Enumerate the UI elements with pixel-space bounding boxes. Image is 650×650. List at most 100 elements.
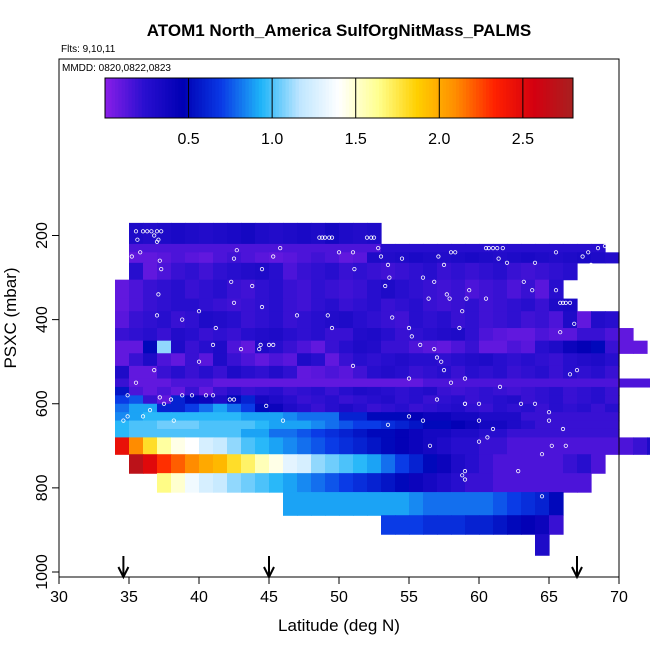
heatmap-cell: [465, 243, 480, 253]
heatmap-cell: [563, 262, 578, 281]
track-point: [462, 376, 468, 381]
heatmap-cell: [493, 395, 508, 405]
heatmap-cell: [367, 437, 382, 455]
heatmap-cell: [297, 386, 312, 396]
heatmap-cell: [157, 243, 172, 253]
colorbar-segment: [328, 78, 333, 118]
colorbar-segment: [252, 78, 256, 118]
track-point: [231, 256, 237, 261]
heatmap-cell: [115, 340, 130, 354]
heatmap-cell: [283, 365, 298, 380]
track-point: [157, 395, 162, 400]
heatmap-cell: [157, 298, 172, 312]
colorbar-segment: [359, 78, 363, 118]
heatmap-cell: [297, 454, 312, 474]
heatmap-cell: [577, 311, 592, 329]
heatmap-cell: [507, 428, 522, 438]
track-point: [558, 300, 563, 305]
heatmap-cell: [157, 473, 172, 493]
colorbar-segment: [442, 78, 447, 118]
track-point: [420, 275, 426, 280]
colorbar-segment: [369, 78, 373, 118]
heatmap-cell: [409, 492, 424, 516]
heatmap-cell: [591, 420, 606, 430]
track-point: [434, 355, 440, 360]
track-point: [521, 279, 526, 284]
heatmap-cell: [577, 328, 592, 342]
track-point: [490, 246, 496, 251]
heatmap-cell: [199, 222, 214, 245]
heatmap-cell: [437, 279, 452, 300]
heatmap-cell: [143, 420, 158, 430]
heatmap-cell: [353, 412, 368, 422]
colorbar-segment: [215, 78, 220, 118]
heatmap-cell: [213, 454, 228, 474]
heatmap-cell: [577, 412, 592, 422]
heatmap-cell: [255, 222, 270, 245]
heatmap-cell: [241, 252, 256, 264]
colorbar-segment: [125, 78, 129, 118]
heatmap-cell: [339, 262, 354, 281]
colorbar-segment: [342, 78, 347, 118]
heatmap-cell: [605, 365, 620, 380]
heatmap-cell: [325, 395, 340, 405]
heatmap-cell: [199, 311, 214, 329]
colorbar-segment: [105, 78, 109, 118]
track-point: [203, 393, 209, 398]
heatmap-cell: [129, 222, 144, 245]
colorbar-segment: [168, 78, 173, 118]
heatmap-cell: [409, 365, 424, 380]
heatmap-cell: [451, 428, 466, 438]
heatmap-cell: [563, 412, 578, 422]
heatmap-cell: [409, 243, 424, 253]
colorbar-segment: [532, 78, 537, 118]
heatmap-cell: [283, 386, 298, 396]
colorbar-segment: [285, 78, 290, 118]
heatmap-cell: [171, 473, 186, 493]
heatmap-cell: [605, 328, 620, 342]
heatmap-cell: [479, 454, 494, 474]
heatmap-cell: [381, 243, 396, 253]
heatmap-cell: [605, 428, 620, 438]
heatmap-cell: [185, 340, 200, 354]
heatmap-cell: [493, 365, 508, 380]
heatmap-cell: [563, 378, 578, 388]
track-point: [387, 275, 392, 280]
heatmap-cell: [325, 403, 340, 413]
heatmap-cell: [521, 428, 536, 438]
heatmap-cell: [339, 473, 354, 493]
heatmap-cell: [535, 412, 550, 422]
flight-track-points: [121, 229, 616, 499]
track-point: [432, 346, 437, 352]
heatmap-cell: [451, 353, 466, 367]
heatmap-cell: [213, 473, 228, 493]
heatmap-cell: [479, 340, 494, 354]
heatmap-cell: [269, 365, 284, 380]
heatmap-cell: [437, 428, 452, 438]
track-point: [441, 262, 447, 267]
heatmap-cell: [171, 428, 186, 438]
heatmap-cell: [437, 298, 452, 312]
heatmap-cell: [157, 378, 172, 388]
colorbar-segment: [191, 78, 196, 118]
heatmap-cell: [311, 428, 326, 438]
heatmap-cell: [479, 492, 494, 516]
colorbar-segment: [225, 78, 230, 118]
heatmap-cell: [199, 454, 214, 474]
heatmap-cell: [367, 262, 382, 281]
x-tick-label: 35: [120, 589, 138, 606]
heatmap-cell: [325, 262, 340, 281]
heatmap-cell: [409, 437, 424, 455]
colorbar-segment: [516, 78, 521, 118]
heatmap-cell: [325, 328, 340, 342]
track-point: [406, 325, 412, 331]
heatmap-cell: [339, 428, 354, 438]
colorbar-segment: [422, 78, 427, 118]
heatmap-cell: [157, 420, 172, 430]
heatmap-cell: [227, 279, 242, 300]
heatmap-cell: [605, 412, 620, 422]
heatmap-cell: [339, 298, 354, 312]
heatmap-cell: [465, 420, 480, 430]
heatmap-cell: [395, 262, 410, 281]
heatmap-cell: [297, 428, 312, 438]
